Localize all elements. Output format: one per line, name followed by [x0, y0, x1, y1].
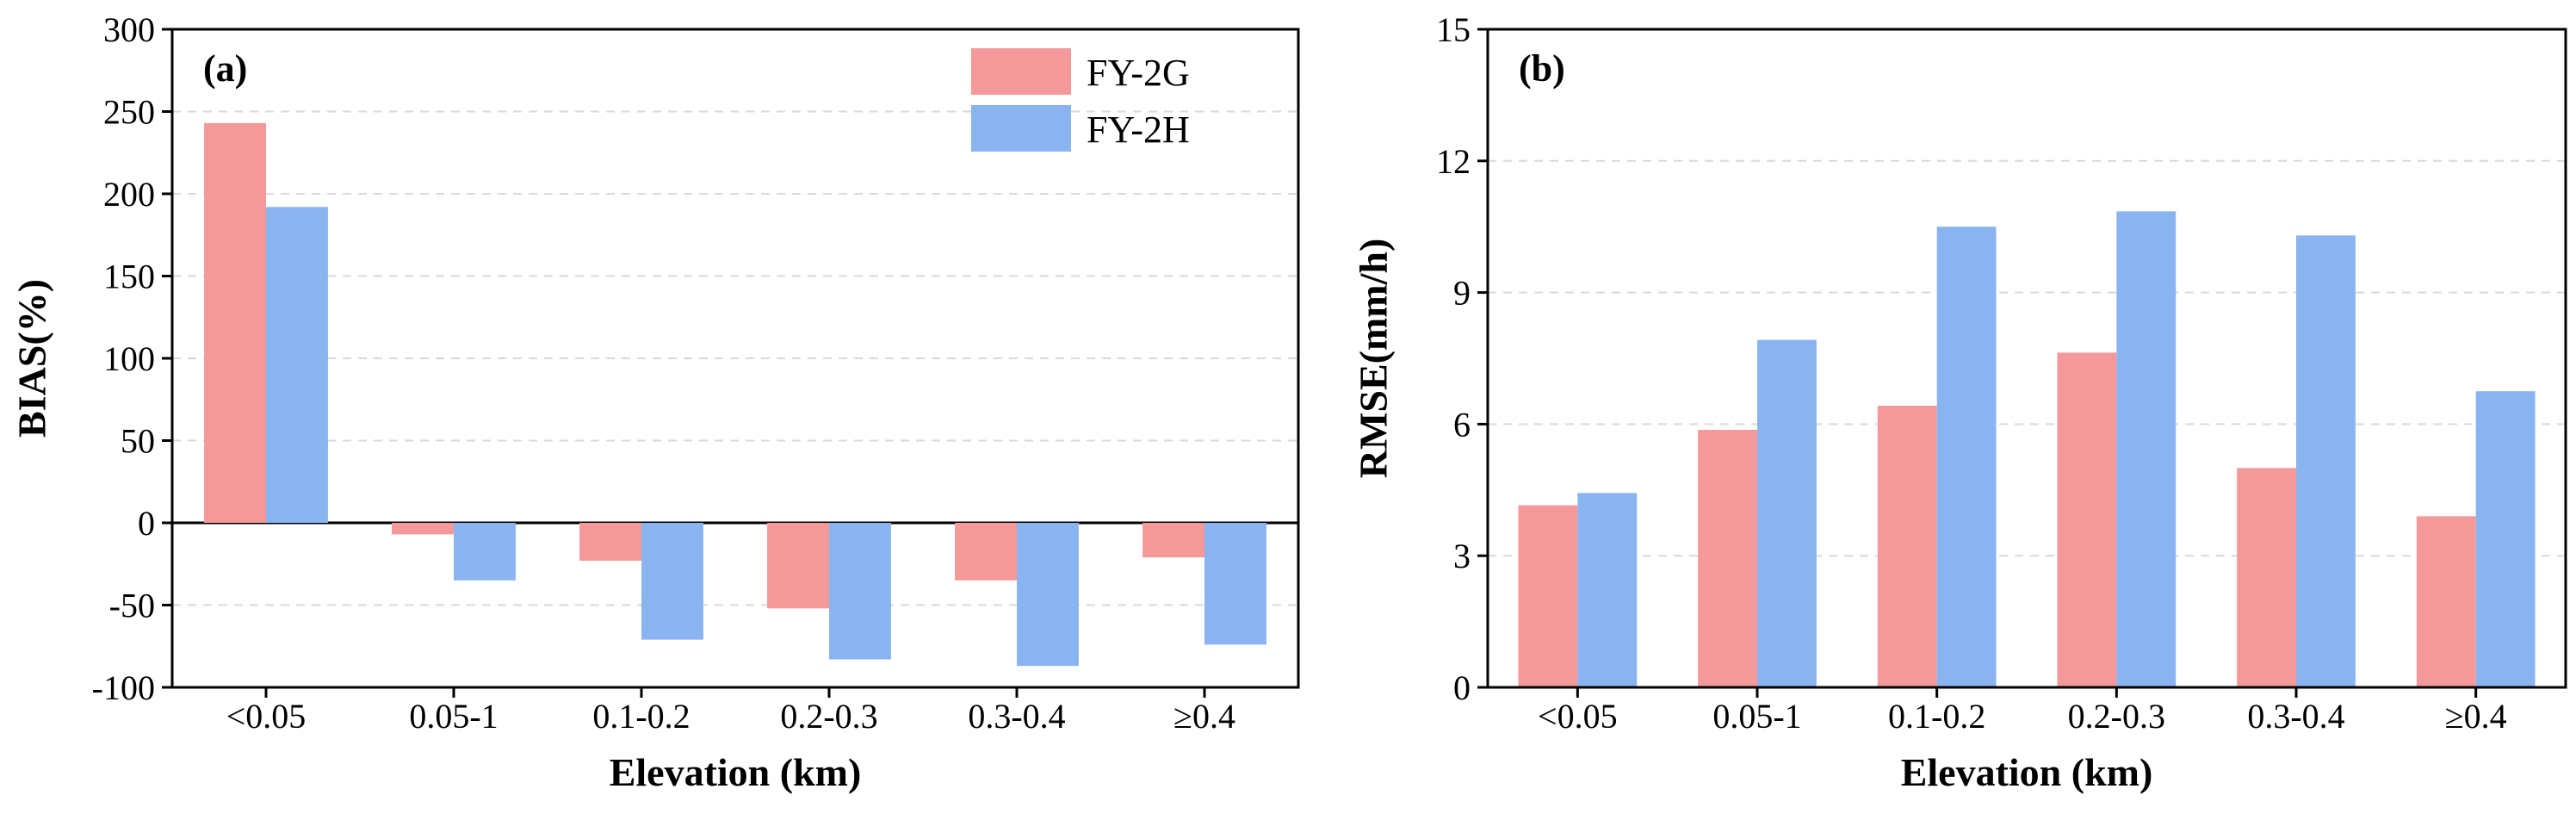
y-axis-title: RMSE(mm/h) — [1352, 239, 1396, 479]
x-tick-label: <0.05 — [226, 697, 307, 736]
x-tick-label: 0.2-0.3 — [780, 697, 877, 736]
y-tick-label: 150 — [103, 258, 155, 296]
bar-fy2g-0 — [204, 122, 266, 523]
y-tick-label: 6 — [1453, 405, 1471, 444]
x-tick-label: <0.05 — [1538, 697, 1618, 736]
bar-fy2h-1 — [1757, 339, 1817, 687]
x-tick-label: 0.05-1 — [1712, 697, 1801, 736]
bar-fy2g-4 — [2237, 468, 2296, 687]
bar-fy2g-5 — [2416, 516, 2476, 687]
bar-fy2h-1 — [454, 523, 516, 581]
bar-fy2g-2 — [579, 523, 641, 561]
y-tick-label: 9 — [1453, 274, 1471, 313]
legend-swatch-fy2h — [971, 105, 1071, 152]
bar-fy2g-3 — [767, 523, 829, 609]
legend-swatch-fy2g — [971, 48, 1071, 95]
y-tick-label: 15 — [1436, 10, 1471, 49]
bar-fy2h-0 — [266, 207, 328, 523]
bar-fy2h-2 — [1936, 227, 1997, 687]
y-tick-label: -50 — [109, 587, 155, 625]
y-tick-label: 250 — [103, 93, 155, 132]
bar-fy2h-3 — [829, 523, 891, 660]
x-tick-label: 0.2-0.3 — [2068, 697, 2165, 736]
y-tick-label: -100 — [92, 668, 155, 707]
chart-panel-b: 0 3 6 9 12 15 <0.05 0.05-1 0.1-0.2 0.2-0.3 0.3-0.4… — [1352, 10, 2567, 794]
legend-label-fy2h: FY-2H — [1087, 109, 1190, 151]
bar-fy2h-4 — [2296, 235, 2356, 687]
y-tick-label: 200 — [103, 175, 155, 214]
bar-fy2h-4 — [1017, 523, 1079, 667]
x-axis-title: Elevation (km) — [610, 750, 862, 794]
y-tick-label: 0 — [138, 504, 155, 543]
legend-label-fy2g: FY-2G — [1087, 52, 1190, 94]
x-tick-label: ≥0.4 — [2445, 697, 2507, 736]
plot-frame — [1486, 28, 2567, 689]
bar-fy2h-3 — [2116, 211, 2177, 687]
y-tick-label: 12 — [1436, 142, 1471, 181]
y-axis-title: BIAS(%) — [10, 279, 54, 438]
bar-fy2h-2 — [641, 523, 703, 640]
bar-fy2g-3 — [2057, 352, 2117, 687]
chart-panel-a: -100 -50 0 50 100 150 200 250 300 <0.05 0.05-1 0.1-… — [10, 10, 1300, 794]
bar-fy2g-4 — [955, 523, 1017, 581]
x-tick-label: 0.3-0.4 — [2247, 697, 2344, 736]
x-tick-label: 0.3-0.4 — [968, 697, 1065, 736]
bar-fy2h-5 — [2475, 391, 2536, 687]
bar-fy2g-1 — [392, 523, 454, 535]
x-tick-label: 0.1-0.2 — [592, 697, 690, 736]
panel-label: (b) — [1519, 47, 1565, 90]
bar-fy2g-5 — [1142, 523, 1204, 558]
bar-fy2g-2 — [1877, 406, 1937, 687]
bar-fy2h-0 — [1577, 493, 1638, 687]
bar-fy2g-0 — [1518, 505, 1578, 687]
y-tick-label: 50 — [121, 422, 155, 461]
x-tick-label: 0.1-0.2 — [1888, 697, 1985, 736]
x-tick-label: 0.05-1 — [409, 697, 498, 736]
y-tick-label: 0 — [1453, 668, 1471, 707]
panel-label: (a) — [203, 47, 247, 90]
y-tick-label: 300 — [103, 10, 155, 49]
bar-fy2h-5 — [1204, 523, 1266, 645]
x-tick-label: ≥0.4 — [1173, 697, 1235, 736]
y-tick-label: 3 — [1453, 537, 1471, 575]
x-axis-title: Elevation (km) — [1901, 750, 2153, 794]
bar-fy2g-1 — [1698, 430, 1757, 687]
y-tick-label: 100 — [103, 339, 155, 378]
